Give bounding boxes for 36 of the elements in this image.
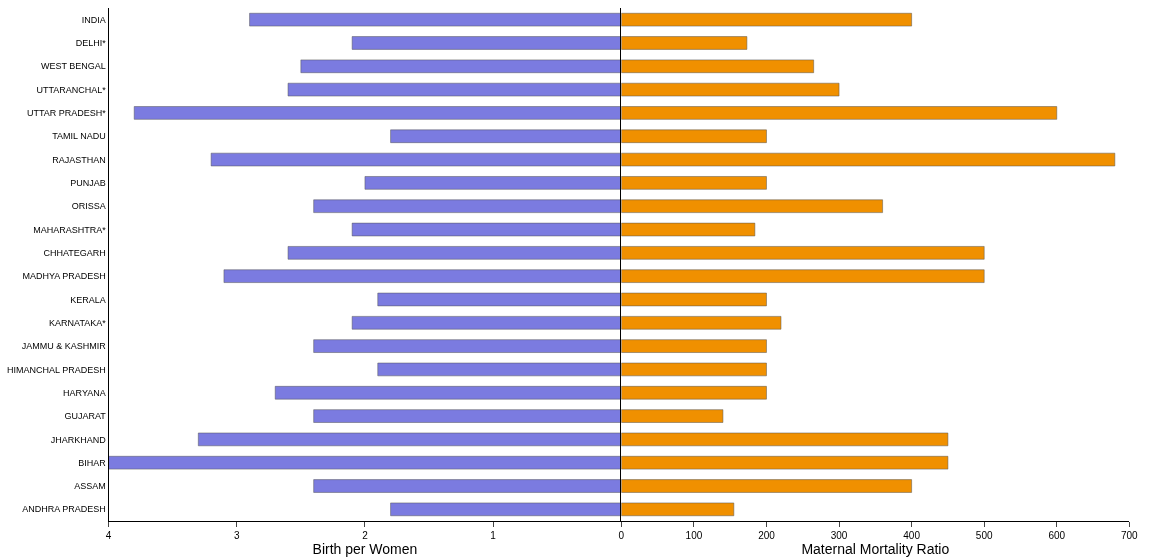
y-tick-label: DELHI*	[75, 38, 107, 49]
y-tick-label: BIHAR	[78, 457, 107, 468]
y-tick-label: JHARKHAND	[50, 434, 107, 445]
y-tick-label: INDIA	[81, 14, 106, 25]
x-tick-label: 600	[1048, 530, 1066, 541]
y-tick-label: WEST BENGAL	[40, 61, 106, 72]
x-axis-title: Birth per Women	[312, 541, 418, 557]
y-tick-label: GUJARAT	[64, 411, 107, 422]
x-tick-label: 700	[1121, 530, 1139, 541]
y-tick-label: MAHARASHTRA*	[33, 224, 107, 235]
x-tick-label: 1	[490, 530, 497, 541]
x-axis-title: Maternal Mortality Ratio	[801, 541, 950, 557]
x-tick-label: 0	[618, 530, 625, 541]
y-tick-label: CHHATEGARH	[43, 247, 106, 258]
x-tick-label: 400	[903, 530, 921, 541]
x-tick-label: 2	[362, 530, 369, 541]
y-tick-label: HIMANCHAL PRADESH	[7, 364, 106, 375]
x-tick-label: 500	[975, 530, 993, 541]
x-tick-label: 200	[758, 530, 776, 541]
y-tick-label: KARNATAKA*	[49, 317, 107, 328]
y-tick-label: ASSAM	[74, 481, 106, 492]
x-tick-label: 300	[830, 530, 848, 541]
y-tick-label: RAJASTHAN	[52, 154, 106, 165]
x-tick-label: 4	[105, 530, 112, 541]
y-tick-label: HARYANA	[63, 387, 106, 398]
y-tick-label: MADHYA PRADESH	[22, 271, 106, 282]
y-tick-label: UTTARANCHAL*	[36, 84, 107, 95]
y-tick-label: JAMMU & KASHMIR	[21, 341, 107, 352]
y-tick-label: TAMIL NADU	[52, 131, 106, 142]
x-tick-label: 100	[685, 530, 703, 541]
y-tick-label: ORISSA	[71, 201, 106, 212]
y-tick-label: ANDHRA PRADESH	[22, 504, 106, 515]
y-tick-label: KERALA	[70, 294, 106, 305]
y-tick-label: PUNJAB	[70, 178, 106, 189]
y-tick-label: UTTAR PRADESH*	[26, 108, 107, 119]
x-tick-label: 3	[233, 530, 240, 541]
